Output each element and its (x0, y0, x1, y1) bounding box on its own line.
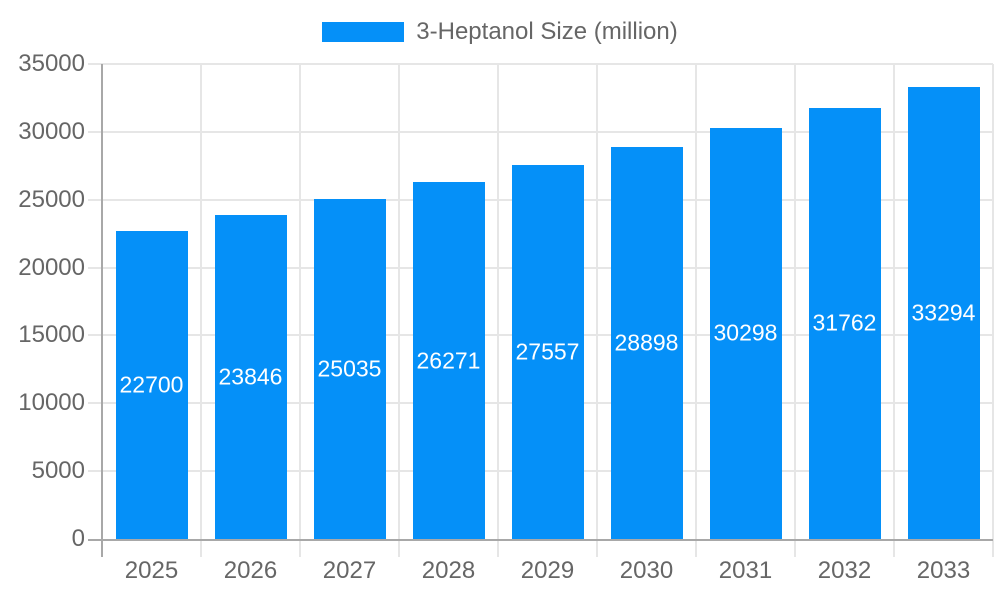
y-axis-line (101, 64, 103, 557)
bar-2033 (907, 87, 980, 539)
bar-2028 (412, 182, 485, 539)
y-axis-tick-label: 25000 (18, 185, 85, 213)
x-gridline (992, 64, 994, 539)
x-gridline (299, 64, 301, 539)
bar-2031 (709, 127, 782, 539)
y-axis-tick (88, 470, 102, 473)
y-gridline (102, 130, 993, 133)
y-axis-tick (88, 63, 102, 65)
x-gridline (596, 64, 598, 539)
x-gridline (893, 64, 895, 539)
bar-2026 (214, 215, 287, 539)
legend-swatch (322, 22, 405, 42)
bar-2030 (610, 146, 683, 539)
x-axis-tick (794, 539, 796, 557)
y-axis-tick (88, 266, 102, 269)
x-axis-tick (596, 539, 598, 557)
x-axis-tick (497, 539, 499, 557)
bar-value-label: 30298 (713, 319, 778, 346)
y-axis-tick (88, 334, 102, 337)
x-axis-line (88, 539, 993, 541)
bar-value-label: 22700 (119, 371, 184, 398)
y-axis-tick-label: 30000 (18, 117, 85, 145)
y-axis-tick-label: 0 (71, 525, 85, 552)
x-axis-tick-label: 2031 (718, 557, 773, 584)
bar-value-label: 23846 (218, 363, 283, 390)
y-axis-tick (88, 130, 102, 133)
bar-2029 (511, 165, 584, 539)
x-axis-tick-label: 2029 (520, 557, 575, 584)
y-axis-tick-label: 35000 (18, 50, 85, 77)
x-gridline (497, 64, 499, 539)
bar-value-label: 33294 (911, 299, 976, 326)
x-axis-tick-label: 2026 (223, 557, 278, 584)
bar-2025 (115, 230, 188, 539)
x-axis-tick-label: 2030 (619, 557, 674, 584)
x-axis-tick-label: 2025 (124, 557, 179, 584)
legend[interactable]: 3-Heptanol Size (million) (0, 16, 1000, 48)
y-gridline (102, 63, 993, 65)
x-axis-tick-label: 2033 (916, 557, 971, 584)
legend-label: 3-Heptanol Size (million) (416, 18, 678, 45)
y-axis-tick-label: 10000 (18, 389, 85, 417)
x-gridline (695, 64, 697, 539)
bar-value-label: 28898 (614, 329, 679, 356)
x-axis-tick (893, 539, 895, 557)
x-axis-tick (398, 539, 400, 557)
x-gridline (794, 64, 796, 539)
y-axis-tick-label: 20000 (18, 253, 85, 281)
x-axis-tick (200, 539, 202, 557)
bar-value-label: 26271 (416, 347, 481, 374)
x-axis-tick (992, 539, 994, 557)
bar-value-label: 31762 (812, 309, 877, 336)
y-axis-tick (88, 402, 102, 405)
y-axis-tick (88, 198, 102, 201)
x-axis-tick-label: 2027 (322, 557, 377, 584)
x-gridline (200, 64, 202, 539)
bar-value-label: 27557 (515, 338, 580, 365)
x-axis-tick (695, 539, 697, 557)
y-axis-tick-label: 15000 (18, 321, 85, 349)
x-axis-tick-label: 2032 (817, 557, 872, 584)
y-axis-tick-label: 5000 (31, 457, 85, 485)
x-gridline (398, 64, 400, 539)
bar-2032 (808, 107, 881, 539)
x-axis-tick-label: 2028 (421, 557, 476, 584)
bar-value-label: 25035 (317, 355, 382, 382)
bar-2027 (313, 199, 386, 539)
x-axis-tick (299, 539, 301, 557)
